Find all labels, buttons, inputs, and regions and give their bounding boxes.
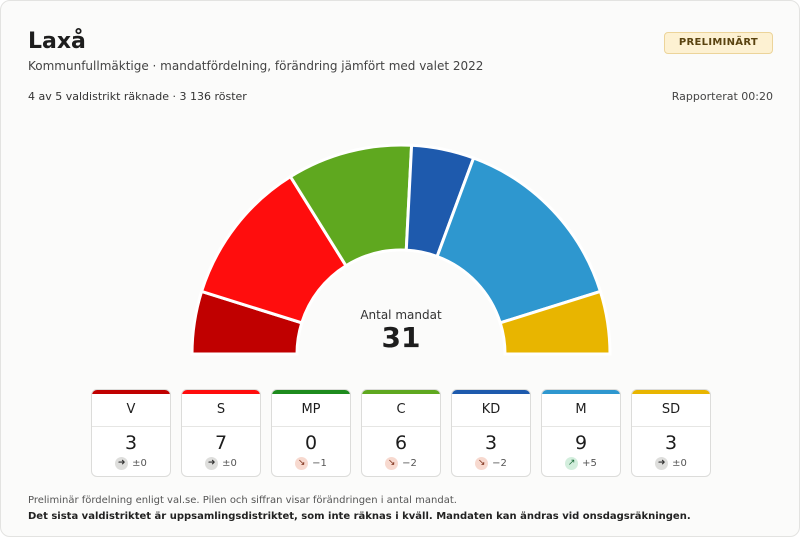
party-change: ➜ ±0 [182,457,260,471]
party-seats: 3 [664,432,678,454]
divider [182,426,260,427]
footer-note: Preliminär fördelning enligt val.se. Pil… [28,495,457,506]
party-name: S [216,402,226,417]
change-value: −2 [492,458,507,469]
party-name: M [575,402,587,417]
party-card-sd: SD 3 ➜ ±0 [631,389,711,477]
party-seats: 3 [124,432,138,454]
party-color-bar [452,390,530,394]
seat-segment-sd [498,289,612,356]
party-seats: 7 [214,432,228,454]
reported-time: Rapporterat 00:20 [671,90,773,103]
trend-flat-icon: ➜ [205,457,219,470]
party-cards: V 3 ➜ ±0 S 7 ➜ ±0 MP 0 ↘ −1 C 6 [91,389,711,479]
party-color-bar [362,390,440,394]
divider [542,426,620,427]
party-change: ↘ −2 [362,457,440,471]
party-color-bar [632,390,710,394]
party-change: ➜ ±0 [632,457,710,471]
divider [272,426,350,427]
trend-down-icon: ↘ [475,457,489,470]
party-name: C [396,402,406,417]
change-value: −2 [402,458,417,469]
party-seats: 0 [304,432,318,454]
party-card-v: V 3 ➜ ±0 [91,389,171,477]
divider [362,426,440,427]
change-value: −1 [312,458,327,469]
party-seats: 9 [574,432,588,454]
trend-flat-icon: ➜ [115,457,129,470]
party-color-bar [92,390,170,394]
total-seats-value: 31 [381,321,421,354]
party-name: MP [301,402,321,417]
trend-down-icon: ↘ [295,457,309,470]
party-change: ↗ +5 [542,457,620,471]
party-card-m: M 9 ↗ +5 [541,389,621,477]
party-name: SD [661,402,681,417]
party-color-bar [542,390,620,394]
trend-flat-icon: ➜ [655,457,669,470]
page-title: Laxå [28,29,86,54]
page-subtitle: Kommunfullmäktige · mandatfördelning, fö… [28,59,484,73]
party-color-bar [182,390,260,394]
change-value: +5 [582,458,597,469]
count-progress: 4 av 5 valdistrikt räknade · 3 136 röste… [28,90,247,103]
party-change: ↘ −2 [452,457,530,471]
party-card-s: S 7 ➜ ±0 [181,389,261,477]
party-card-c: C 6 ↘ −2 [361,389,441,477]
party-color-bar [272,390,350,394]
party-name: V [126,402,136,417]
party-card-mp: MP 0 ↘ −1 [271,389,351,477]
party-change: ↘ −1 [272,457,350,471]
total-seats-label: Antal mandat [360,308,442,322]
divider [92,426,170,427]
party-change: ➜ ±0 [92,457,170,471]
party-seats: 3 [484,432,498,454]
party-card-kd: KD 3 ↘ −2 [451,389,531,477]
trend-up-icon: ↗ [565,457,579,470]
divider [452,426,530,427]
change-value: ±0 [222,458,237,469]
trend-down-icon: ↘ [385,457,399,470]
divider [632,426,710,427]
status-badge: PRELIMINÄRT [663,32,773,54]
change-value: ±0 [672,458,687,469]
change-value: ±0 [132,458,147,469]
footer-warning: Det sista valdistriktet är uppsamlingsdi… [28,511,691,522]
party-name: KD [481,402,501,417]
seat-chamber-chart [190,143,612,356]
party-seats: 6 [394,432,408,454]
